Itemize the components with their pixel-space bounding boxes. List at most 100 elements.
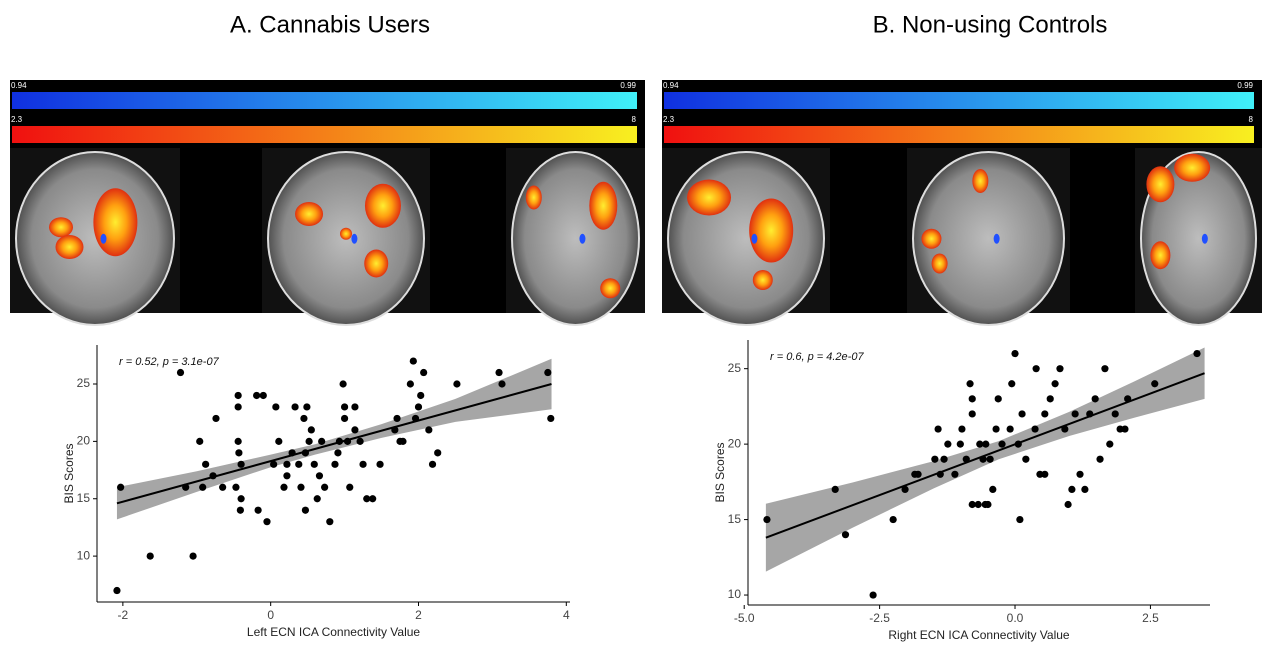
- data-point: [963, 456, 970, 463]
- colorbar: [664, 92, 1254, 109]
- data-point: [237, 507, 244, 514]
- trend-line: [117, 384, 552, 503]
- colorbar-min-label: 2.3: [11, 115, 23, 124]
- data-point: [270, 461, 277, 468]
- x-tick-label: -2: [118, 608, 129, 622]
- data-point: [318, 438, 325, 445]
- colorbar: [12, 126, 637, 143]
- data-point: [235, 403, 242, 410]
- data-point: [300, 415, 307, 422]
- activation-blob: [364, 250, 388, 278]
- data-point: [376, 461, 383, 468]
- confidence-band: [117, 359, 552, 520]
- data-point: [351, 426, 358, 433]
- data-point: [998, 441, 1005, 448]
- colorbar: [12, 92, 637, 109]
- annotation: r = 0.52, p = 3.1e-07: [119, 356, 220, 368]
- data-point: [870, 591, 877, 598]
- data-point: [391, 426, 398, 433]
- x-tick-label: 2: [415, 608, 422, 622]
- data-point: [429, 461, 436, 468]
- data-point: [113, 587, 120, 594]
- data-point: [931, 456, 938, 463]
- negative-blob: [101, 234, 107, 244]
- data-point: [326, 518, 333, 525]
- negative-blob: [1202, 234, 1208, 244]
- data-point: [235, 438, 242, 445]
- activation-blob: [972, 169, 988, 193]
- data-point: [316, 472, 323, 479]
- data-point: [935, 425, 942, 432]
- data-point: [369, 495, 376, 502]
- y-tick-label: 25: [77, 376, 91, 390]
- data-point: [1011, 350, 1018, 357]
- data-point: [407, 380, 414, 387]
- data-point: [498, 380, 505, 387]
- colorbar-max-label: 0.99: [1237, 81, 1253, 90]
- data-point: [295, 461, 302, 468]
- data-point: [1033, 365, 1040, 372]
- data-point: [832, 486, 839, 493]
- data-point: [303, 403, 310, 410]
- data-point: [235, 392, 242, 399]
- x-axis-label: Right ECN ICA Connectivity Value: [888, 628, 1070, 642]
- data-point: [359, 461, 366, 468]
- data-point: [1096, 456, 1103, 463]
- data-point: [763, 516, 770, 523]
- data-point: [302, 449, 309, 456]
- data-point: [979, 456, 986, 463]
- data-point: [263, 518, 270, 525]
- data-point: [1124, 395, 1131, 402]
- data-point: [890, 516, 897, 523]
- activation-blob: [49, 217, 73, 237]
- y-tick-label: 20: [77, 434, 91, 448]
- data-point: [417, 392, 424, 399]
- x-tick-label: -5.0: [734, 611, 755, 625]
- data-point: [1076, 471, 1083, 478]
- y-axis-label: BIS Scores: [62, 443, 76, 503]
- data-point: [306, 438, 313, 445]
- data-point: [937, 471, 944, 478]
- data-point: [1015, 441, 1022, 448]
- data-point: [1101, 365, 1108, 372]
- data-point: [232, 484, 239, 491]
- data-point: [321, 484, 328, 491]
- data-point: [209, 472, 216, 479]
- data-point: [283, 472, 290, 479]
- brain-slice: [16, 152, 174, 325]
- data-point: [1061, 425, 1068, 432]
- activation-blob: [93, 188, 137, 256]
- data-point: [412, 415, 419, 422]
- x-tick-label: -2.5: [869, 611, 890, 625]
- activation-blob: [589, 182, 617, 230]
- colorbar: [664, 126, 1254, 143]
- data-point: [219, 484, 226, 491]
- activation-blob: [340, 228, 352, 240]
- data-point: [1121, 425, 1128, 432]
- data-point: [1086, 410, 1093, 417]
- data-point: [311, 461, 318, 468]
- data-point: [1081, 486, 1088, 493]
- activation-blob: [753, 270, 773, 290]
- y-tick-label: 10: [77, 548, 91, 562]
- activation-blob: [921, 229, 941, 249]
- data-point: [1031, 425, 1038, 432]
- x-tick-label: 4: [563, 608, 570, 622]
- data-point: [544, 369, 551, 376]
- data-point: [1056, 365, 1063, 372]
- data-point: [334, 449, 341, 456]
- data-point: [117, 484, 124, 491]
- data-point: [196, 438, 203, 445]
- x-tick-label: 0.0: [1007, 611, 1024, 625]
- data-point: [1092, 395, 1099, 402]
- data-point: [289, 449, 296, 456]
- data-point: [235, 449, 242, 456]
- data-point: [331, 461, 338, 468]
- negative-blob: [579, 234, 585, 244]
- negative-blob: [351, 234, 357, 244]
- data-point: [1072, 410, 1079, 417]
- data-point: [275, 438, 282, 445]
- data-point: [842, 531, 849, 538]
- y-tick-label: 10: [728, 587, 742, 601]
- negative-blob: [751, 234, 757, 244]
